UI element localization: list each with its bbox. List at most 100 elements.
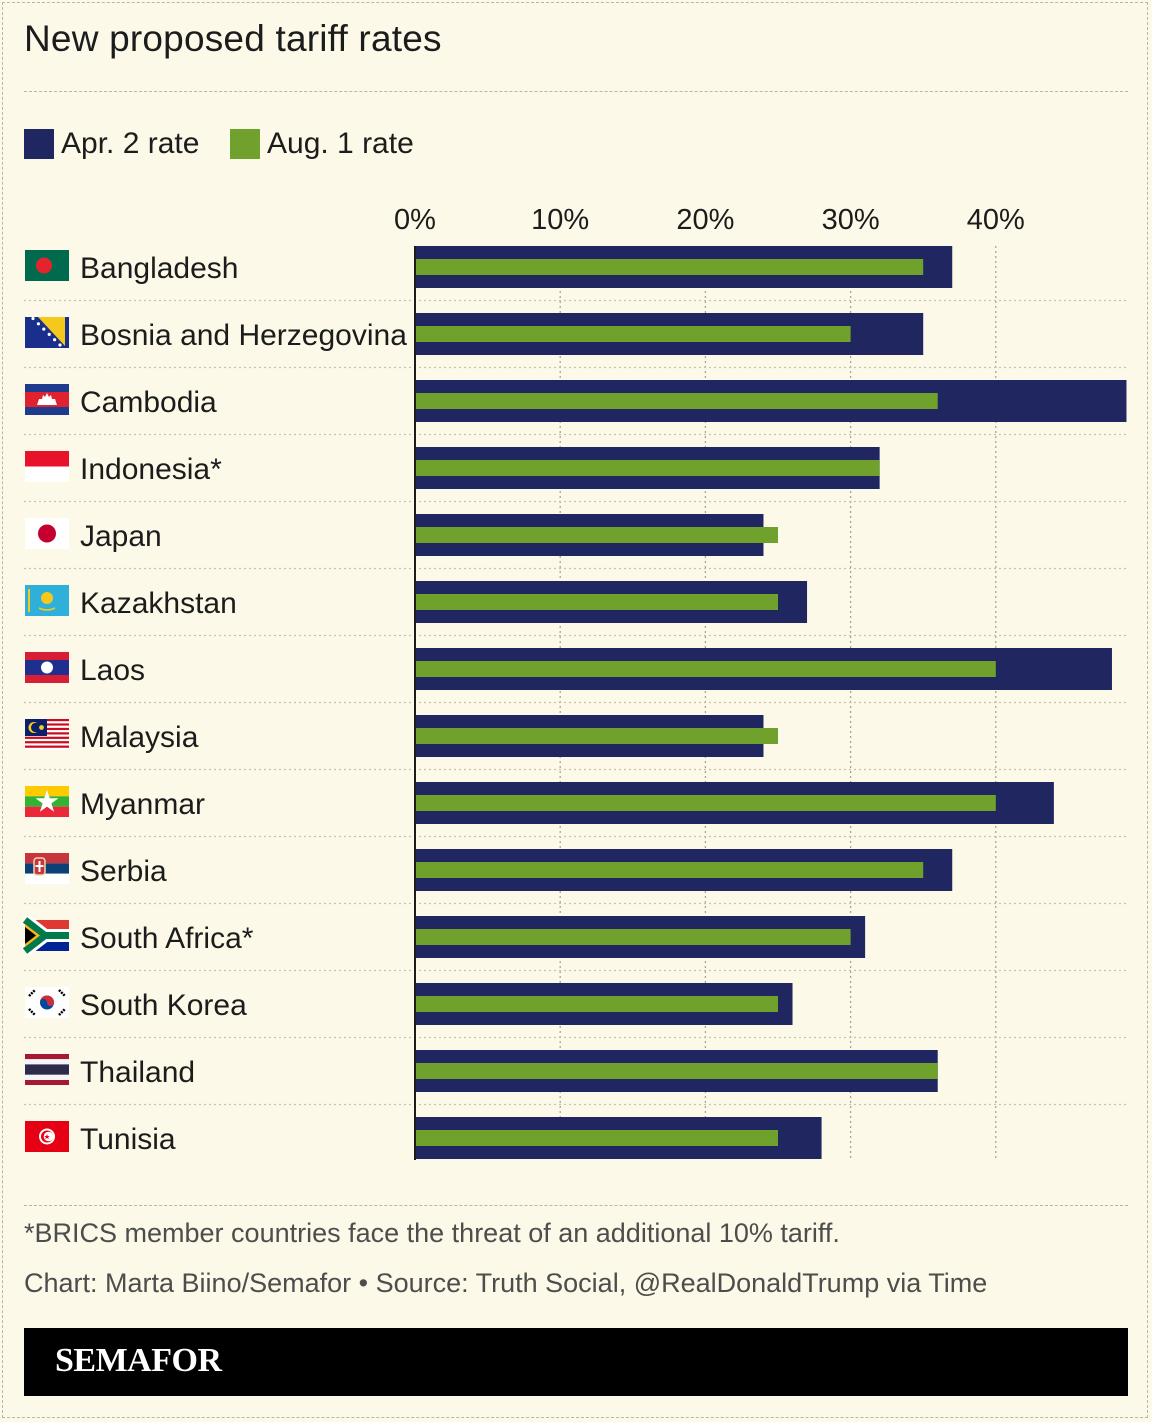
flag-part: [31, 316, 35, 321]
flag-part: [37, 393, 57, 405]
flag-part: [40, 995, 54, 1006]
bar-aug-12: [415, 1063, 938, 1079]
bar-aug-3: [415, 460, 880, 476]
bar-aug-0: [415, 259, 924, 275]
myanmar-flag-icon: [25, 786, 69, 817]
bar-aug-1: [415, 326, 851, 342]
country-label: Bosnia and Herzegovina: [80, 319, 407, 352]
bar-aug-2: [415, 393, 938, 409]
bar-aug-11: [415, 996, 778, 1012]
flag-part: [43, 932, 69, 939]
flag-part: [35, 790, 59, 812]
japan-flag-icon: [25, 518, 69, 549]
flag-part: [44, 1134, 50, 1140]
country-label: Bangladesh: [80, 252, 238, 285]
legend-swatch-apr: [24, 129, 54, 159]
country-label: Kazakhstan: [80, 587, 237, 620]
country-label: South Korea: [80, 989, 247, 1022]
flag-part: [25, 1064, 69, 1075]
country-label: Tunisia: [80, 1123, 176, 1156]
bar-aug-10: [415, 929, 851, 945]
legend-label-aug: Aug. 1 rate: [267, 127, 414, 160]
cambodia-flag-icon: [25, 384, 69, 415]
flag-part: [25, 745, 69, 748]
flag-part: [25, 1080, 69, 1085]
country-label: Indonesia*: [80, 453, 222, 486]
country-label: Malaysia: [80, 721, 199, 754]
flag-part: [25, 451, 69, 467]
flag-part: [41, 592, 53, 604]
flag-part: [25, 853, 69, 864]
brand-footer: SEMAFOR: [24, 1328, 1128, 1396]
flag-part: [28, 989, 36, 997]
flag-part: [25, 466, 69, 482]
chart-title: New proposed tariff rates: [24, 18, 442, 59]
country-label: Laos: [80, 654, 145, 687]
flag-part: [38, 524, 56, 543]
flag-part: [58, 989, 66, 997]
flag-part: [31, 722, 41, 733]
country-label: Cambodia: [80, 386, 217, 419]
bar-aug-7: [415, 728, 778, 744]
flag-part: [53, 338, 57, 342]
flag-part: [58, 343, 62, 347]
flag-part: [38, 607, 56, 611]
flag-part: [25, 863, 69, 874]
bar-aug-8: [415, 795, 996, 811]
footnote: *BRICS member countries face the threat …: [24, 1218, 840, 1248]
flag-part: [38, 317, 65, 346]
x-tick-label: 40%: [967, 204, 1025, 236]
south-korea-flag-icon: [25, 987, 69, 1018]
flag-part: [25, 1059, 69, 1065]
flag-part: [25, 743, 69, 746]
flag-part: [25, 873, 69, 884]
bar-aug-13: [415, 1130, 778, 1146]
flag-part: [25, 927, 36, 944]
flag-part: [25, 741, 69, 744]
tunisia-flag-icon: [25, 1121, 69, 1152]
flag-part: [58, 1008, 66, 1016]
country-label: Thailand: [80, 1056, 195, 1089]
legend-swatch-aug: [230, 129, 260, 159]
footer-divider: [24, 1205, 1128, 1206]
serbia-flag-icon: [25, 853, 69, 884]
flag-part: [36, 322, 40, 326]
flag-part: [42, 327, 46, 331]
thailand-flag-icon: [25, 1054, 69, 1085]
kazakhstan-flag-icon: [25, 585, 69, 616]
x-tick-label: 30%: [822, 204, 880, 236]
bar-aug-5: [415, 594, 778, 610]
flag-part: [28, 589, 30, 612]
indonesia-flag-icon: [25, 451, 69, 482]
flag-part: [47, 332, 51, 336]
country-label: South Africa*: [80, 922, 254, 955]
laos-flag-icon: [25, 652, 69, 683]
flag-part: [39, 725, 44, 730]
country-label: Myanmar: [80, 788, 205, 821]
bar-chart: 0% 10% 20% 30% 40% Bangladesh Bosnia and Herze…: [21, 204, 1128, 1160]
malaysia-flag-icon: [25, 719, 69, 751]
semafor-logo: SEMAFOR: [55, 1342, 222, 1379]
flag-part: [25, 736, 69, 740]
x-tick-label: 20%: [676, 204, 734, 236]
x-tick-label: 0%: [394, 204, 436, 236]
south-africa-flag-icon: [21, 914, 69, 957]
title-divider: [24, 91, 1128, 92]
flag-part: [25, 747, 69, 751]
flag-part: [28, 1008, 36, 1016]
flag-part: [36, 257, 52, 274]
bosnia-flag-icon: [25, 316, 69, 348]
flag-part: [25, 806, 69, 817]
flag-part: [41, 661, 53, 674]
bar-aug-6: [415, 661, 996, 677]
flag-part: [25, 1054, 69, 1060]
x-tick-label: 10%: [531, 204, 589, 236]
bar-aug-4: [415, 527, 778, 543]
flag-part: [25, 738, 69, 742]
source-credit: Chart: Marta Biino/Semafor • Source: Tru…: [24, 1268, 988, 1298]
country-label: Serbia: [80, 855, 167, 888]
bangladesh-flag-icon: [25, 250, 69, 281]
legend-label-apr: Apr. 2 rate: [61, 127, 200, 160]
country-label: Japan: [80, 520, 162, 553]
